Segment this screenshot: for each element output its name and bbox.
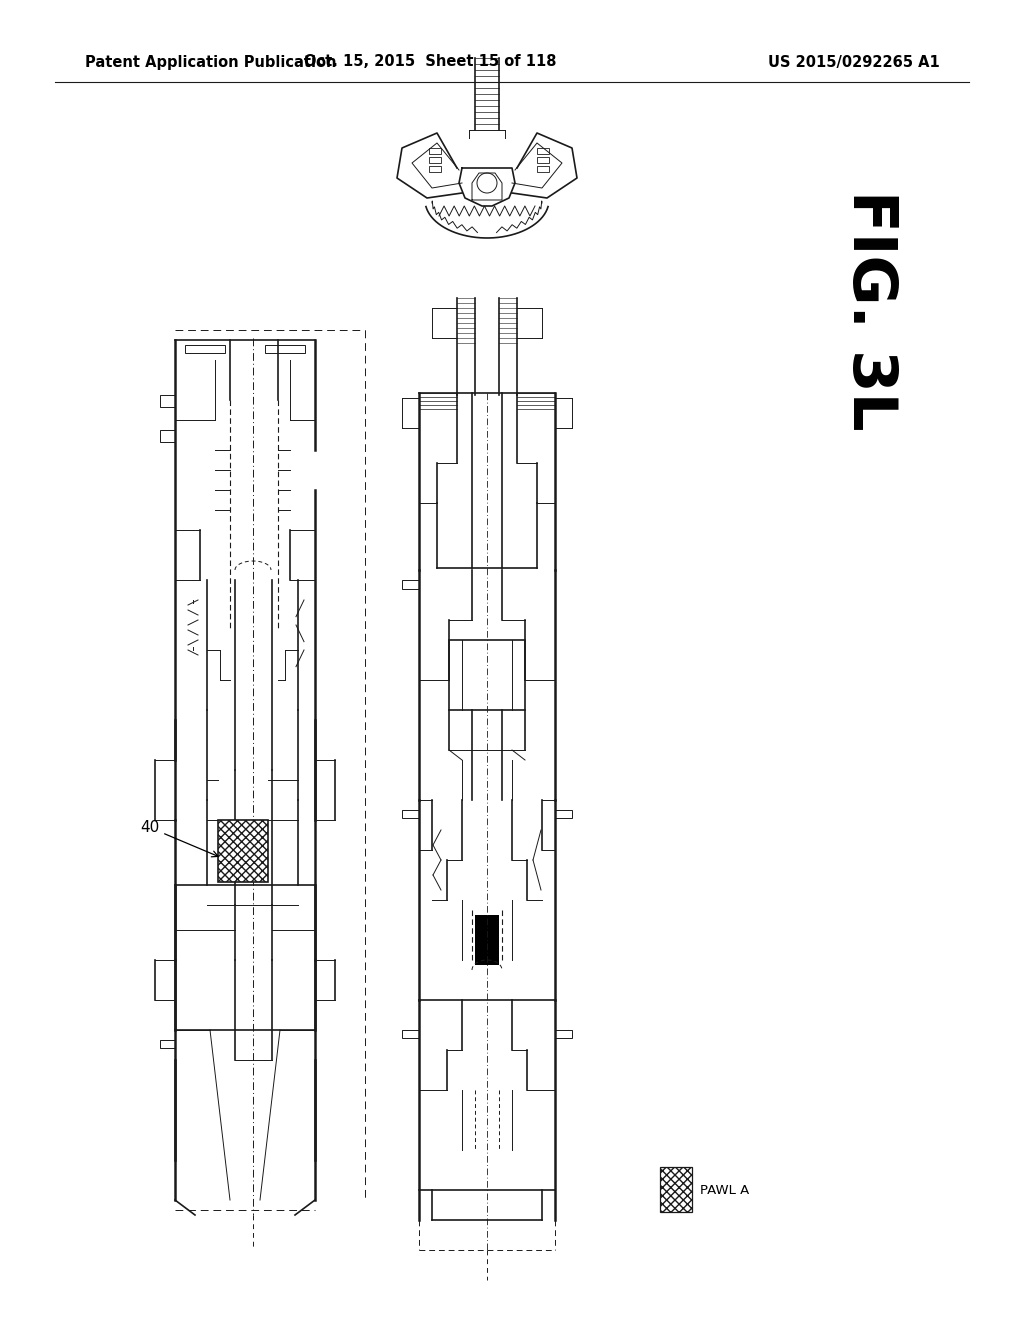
Bar — [160, 1040, 175, 1048]
Text: Patent Application Publication: Patent Application Publication — [85, 54, 337, 70]
Text: PAWL A: PAWL A — [700, 1184, 750, 1196]
Text: 40: 40 — [140, 820, 218, 857]
Text: FIG. 3L: FIG. 3L — [841, 190, 899, 430]
Bar — [537, 148, 549, 154]
Bar — [185, 345, 225, 352]
Text: US 2015/0292265 A1: US 2015/0292265 A1 — [768, 54, 940, 70]
Bar — [160, 430, 175, 442]
Bar — [265, 345, 305, 352]
Text: Oct. 15, 2015  Sheet 15 of 118: Oct. 15, 2015 Sheet 15 of 118 — [304, 54, 556, 70]
Bar — [555, 1030, 572, 1038]
Bar — [555, 810, 572, 818]
Bar — [660, 1167, 692, 1212]
Bar — [160, 395, 175, 407]
Bar — [402, 579, 419, 589]
Bar — [475, 915, 499, 965]
Bar — [218, 820, 268, 882]
Bar — [429, 148, 441, 154]
Bar — [402, 810, 419, 818]
Bar — [449, 640, 525, 710]
Bar — [537, 157, 549, 162]
Bar — [402, 1030, 419, 1038]
Bar — [429, 166, 441, 172]
Bar — [537, 166, 549, 172]
Bar — [429, 157, 441, 162]
